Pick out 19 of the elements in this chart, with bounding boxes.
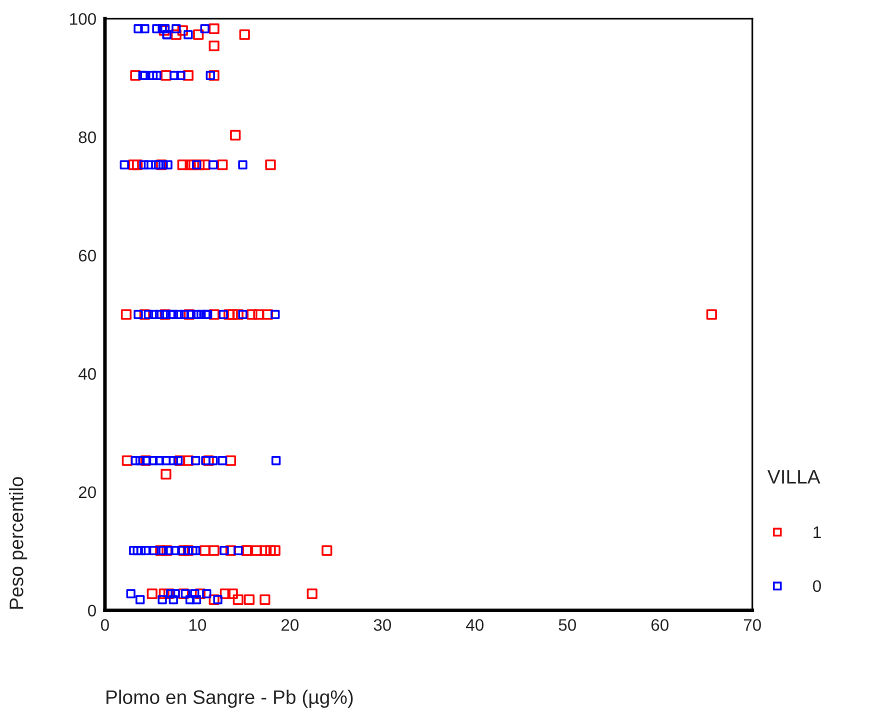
y-axis-title: Peso percentilo [9, 477, 28, 609]
x-tick-label: 10 [189, 619, 206, 631]
legend-label: 1 [814, 526, 821, 538]
x-tick-label: 70 [744, 619, 761, 631]
x-axis-title: Plomo en Sangre - Pb (µg%) [106, 690, 353, 708]
x-tick-label: 0 [100, 619, 109, 631]
x-tick-label: 30 [374, 619, 392, 631]
x-tick-label: 50 [558, 619, 576, 631]
y-tick-label: 40 [78, 368, 96, 380]
legend-label: 0 [812, 580, 821, 592]
y-tick-label: 0 [88, 604, 96, 617]
legend-title: VILLA [767, 470, 820, 484]
y-tick-label: 20 [78, 486, 96, 498]
x-tick-label: 40 [466, 619, 484, 631]
y-tick-label: 100 [70, 13, 96, 25]
x-tick-label: 20 [281, 619, 299, 631]
y-tick-label: 60 [78, 250, 96, 262]
x-tick-label: 60 [651, 619, 668, 631]
y-tick-label: 80 [78, 131, 96, 144]
